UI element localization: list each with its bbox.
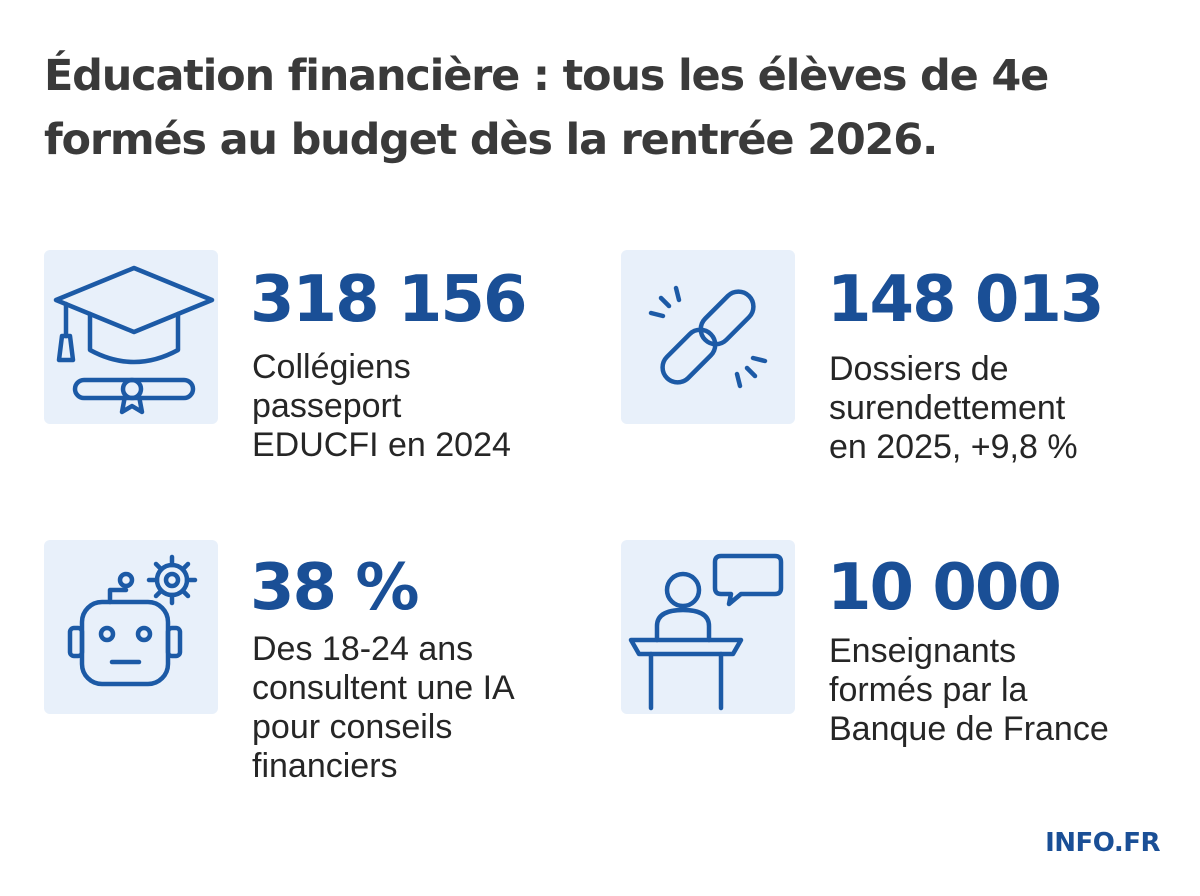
label-line: en 2025, +9,8 % <box>829 428 1078 466</box>
stat-value: 148 013 <box>827 263 1104 337</box>
robot-gear-icon <box>44 540 218 714</box>
label-line: EDUCFI en 2024 <box>252 426 511 464</box>
label-line: Collégiens <box>252 348 411 386</box>
label-line: Banque de France <box>829 710 1109 748</box>
label-line: pour conseils <box>252 708 453 746</box>
label-line: formés par la <box>829 671 1028 709</box>
teacher-podium-speech-icon <box>621 540 795 714</box>
broken-chain-link-icon <box>621 250 795 424</box>
page-title: Éducation financière : tous les élèves d… <box>44 44 1164 172</box>
graduation-cap-icon <box>44 250 218 424</box>
title-line-1: Éducation financière : tous les élèves d… <box>44 51 1049 101</box>
label-line: consultent une IA <box>252 669 515 707</box>
stat-value: 38 % <box>250 551 419 625</box>
stat-label: Des 18-24 ans consultent une IA pour con… <box>252 630 592 786</box>
brand-logo: INFO.FR <box>1045 828 1160 858</box>
stat-value: 10 000 <box>827 551 1062 625</box>
stat-label: Dossiers de surendettement en 2025, +9,8… <box>829 350 1169 467</box>
label-line: Enseignants <box>829 632 1017 670</box>
stat-value: 318 156 <box>250 263 527 337</box>
stat-label: Collégiens passeport EDUCFI en 2024 <box>252 348 592 465</box>
label-line: Dossiers de <box>829 350 1009 388</box>
stat-label: Enseignants formés par la Banque de Fran… <box>829 632 1169 749</box>
title-line-2: formés au budget dès la rentrée 2026. <box>44 115 938 165</box>
label-line: Des 18-24 ans <box>252 630 474 668</box>
label-line: surendettement <box>829 389 1066 427</box>
label-line: financiers <box>252 747 398 785</box>
label-line: passeport <box>252 387 402 425</box>
